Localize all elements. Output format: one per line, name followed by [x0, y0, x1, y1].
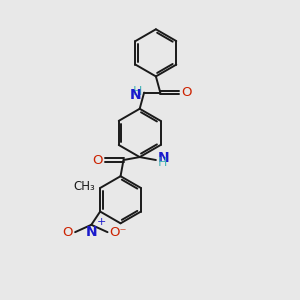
Text: O: O	[92, 154, 102, 166]
Text: CH₃: CH₃	[73, 180, 95, 193]
Text: N: N	[130, 88, 142, 102]
Text: N: N	[85, 225, 97, 239]
Text: N: N	[158, 151, 169, 165]
Text: O⁻: O⁻	[109, 226, 127, 238]
Text: +: +	[97, 217, 106, 227]
Text: O: O	[182, 86, 192, 99]
Text: H: H	[132, 85, 142, 98]
Text: H: H	[158, 157, 167, 169]
Text: O: O	[62, 226, 73, 238]
